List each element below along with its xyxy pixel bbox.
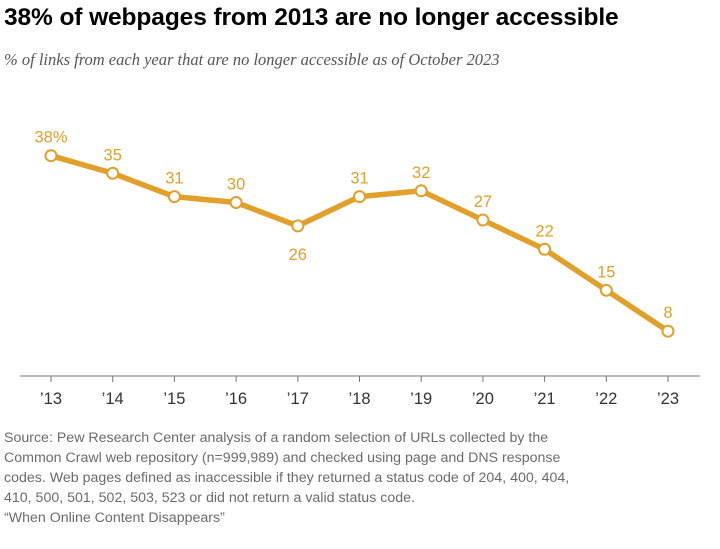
data-point [106,166,120,180]
source-line: codes. Web pages defined as inaccessible… [4,470,570,486]
data-point [167,190,181,204]
source-line: Common Crawl web repository (n=999,989) … [4,450,561,466]
data-point [414,184,428,198]
data-label: 38% [34,129,67,147]
source-line: “When Online Content Disappears” [4,510,225,526]
data-label: 32 [412,164,430,182]
data-point [291,219,305,233]
x-tick-label: ’22 [595,390,617,408]
x-tick-label: ’18 [348,390,370,408]
data-point [599,283,613,297]
data-point [538,242,552,256]
data-point [661,324,675,338]
data-label: 27 [474,193,492,211]
data-label: 15 [597,263,615,281]
x-tick-label: ’21 [534,390,556,408]
data-label: 31 [165,170,183,188]
source-note: Source: Pew Research Center analysis of … [4,428,716,528]
chart-subtitle: % of links from each year that are no lo… [4,50,500,69]
x-tick-label: ’19 [410,390,432,408]
x-tick-label: ’16 [225,390,247,408]
x-tick-label: ’23 [657,390,679,408]
data-point [476,213,490,227]
x-tick-label: ’20 [472,390,494,408]
data-label: 35 [104,146,122,164]
data-label: 31 [350,170,368,188]
x-tick-label: ’17 [287,390,309,408]
x-tick-label: ’14 [102,390,124,408]
line-chart: ’13 ’14 ’15 ’16 ’17 ’18 ’19 ’20 ’21 ’22 ’23 38% 35 31… [20,129,700,408]
data-point [353,190,366,204]
data-label: 8 [663,304,672,322]
data-label: 26 [289,246,307,264]
data-point [44,149,58,163]
data-label: 30 [227,176,245,194]
source-line: 410, 500, 501, 502, 503, 523 or did not … [4,490,415,506]
data-label: 22 [535,222,553,240]
source-line: Source: Pew Research Center analysis of … [4,430,549,446]
chart-title: 38% of webpages from 2013 are no longer … [4,4,619,31]
x-tick-label: ’13 [40,390,62,408]
x-tick-label: ’15 [163,390,185,408]
data-point [229,196,243,209]
